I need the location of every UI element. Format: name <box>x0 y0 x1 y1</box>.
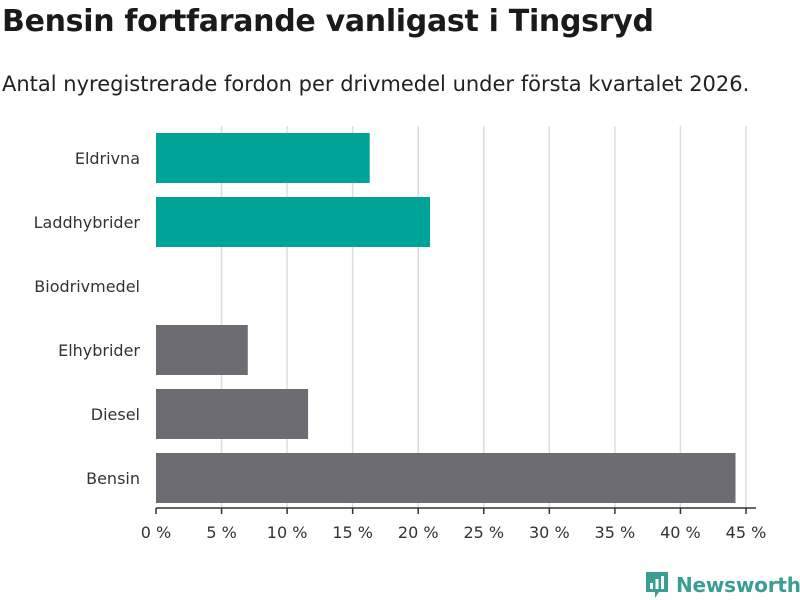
category-label-biodrivmedel: Biodrivmedel <box>34 277 140 296</box>
x-tick-label-0: 0 % <box>141 523 171 542</box>
x-tick-label-45: 45 % <box>726 523 767 542</box>
x-tick-label-30: 30 % <box>529 523 570 542</box>
brand-name: Newsworthy <box>676 573 800 597</box>
x-tick-label-10: 10 % <box>267 523 308 542</box>
bar-eldrivna <box>156 133 370 183</box>
category-label-eldrivna: Eldrivna <box>75 149 140 168</box>
newsworthy-logo-icon <box>646 572 668 598</box>
bar-laddhybrider <box>156 197 431 247</box>
category-label-laddhybrider: Laddhybrider <box>34 213 141 232</box>
category-label-elhybrider: Elhybrider <box>58 341 140 360</box>
chart-title: Bensin fortfarande vanligast i Tingsryd <box>2 4 654 39</box>
bar-elhybrider <box>156 325 248 375</box>
bar-bensin <box>156 453 736 503</box>
bar-diesel <box>156 389 309 439</box>
x-tick-label-20: 20 % <box>398 523 439 542</box>
x-tick-label-5: 5 % <box>206 523 236 542</box>
x-tick-label-40: 40 % <box>660 523 701 542</box>
category-label-bensin: Bensin <box>86 469 140 488</box>
x-tick-label-25: 25 % <box>463 523 504 542</box>
chart-subtitle: Antal nyregistrerade fordon per drivmede… <box>2 72 750 96</box>
x-tick-label-15: 15 % <box>332 523 373 542</box>
x-tick-label-35: 35 % <box>595 523 636 542</box>
brand-logo: Newsworthy <box>644 570 800 600</box>
category-label-diesel: Diesel <box>91 405 140 424</box>
bar-chart: Eldrivna Laddhybrider Biodrivmedel Elhybrid… <box>34 126 767 542</box>
